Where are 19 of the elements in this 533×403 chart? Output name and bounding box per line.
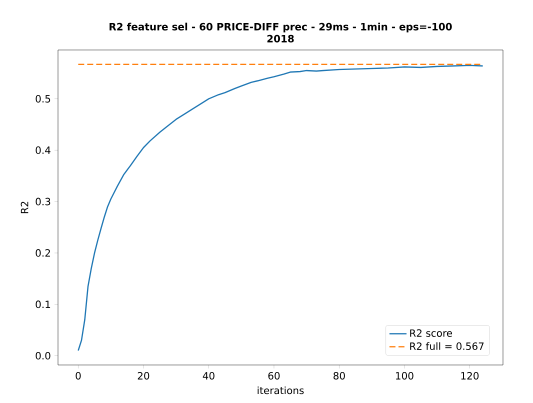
x-tick-label: 40 — [202, 372, 214, 380]
x-tick-label: 120 — [461, 372, 479, 380]
y-tick-label: 0.1 — [36, 300, 50, 308]
y-tick-label: 0.5 — [36, 95, 50, 103]
y-axis-title: R2 — [20, 202, 28, 214]
legend-label: R2 score — [410, 329, 452, 337]
x-tick-label: 100 — [396, 372, 414, 380]
y-tick-label: 0.3 — [36, 198, 50, 206]
legend-label: R2 full = 0.567 — [410, 342, 484, 350]
x-tick-label: 20 — [138, 372, 150, 380]
line-series — [78, 64, 484, 352]
x-tick-label: 0 — [76, 372, 81, 380]
y-tick-label: 0.2 — [36, 249, 50, 257]
y-tick-label: 0.0 — [36, 352, 50, 360]
y-tick-label: 0.4 — [36, 146, 50, 154]
x-tick-label: 80 — [334, 372, 345, 380]
x-tick-label: 60 — [268, 372, 280, 380]
chart-title: R2 feature sel - 60 PRICE-DIFF prec - 29ms - 1min - eps=-100 2018 — [110, 22, 452, 42]
x-axis-title: iterations — [258, 386, 304, 394]
